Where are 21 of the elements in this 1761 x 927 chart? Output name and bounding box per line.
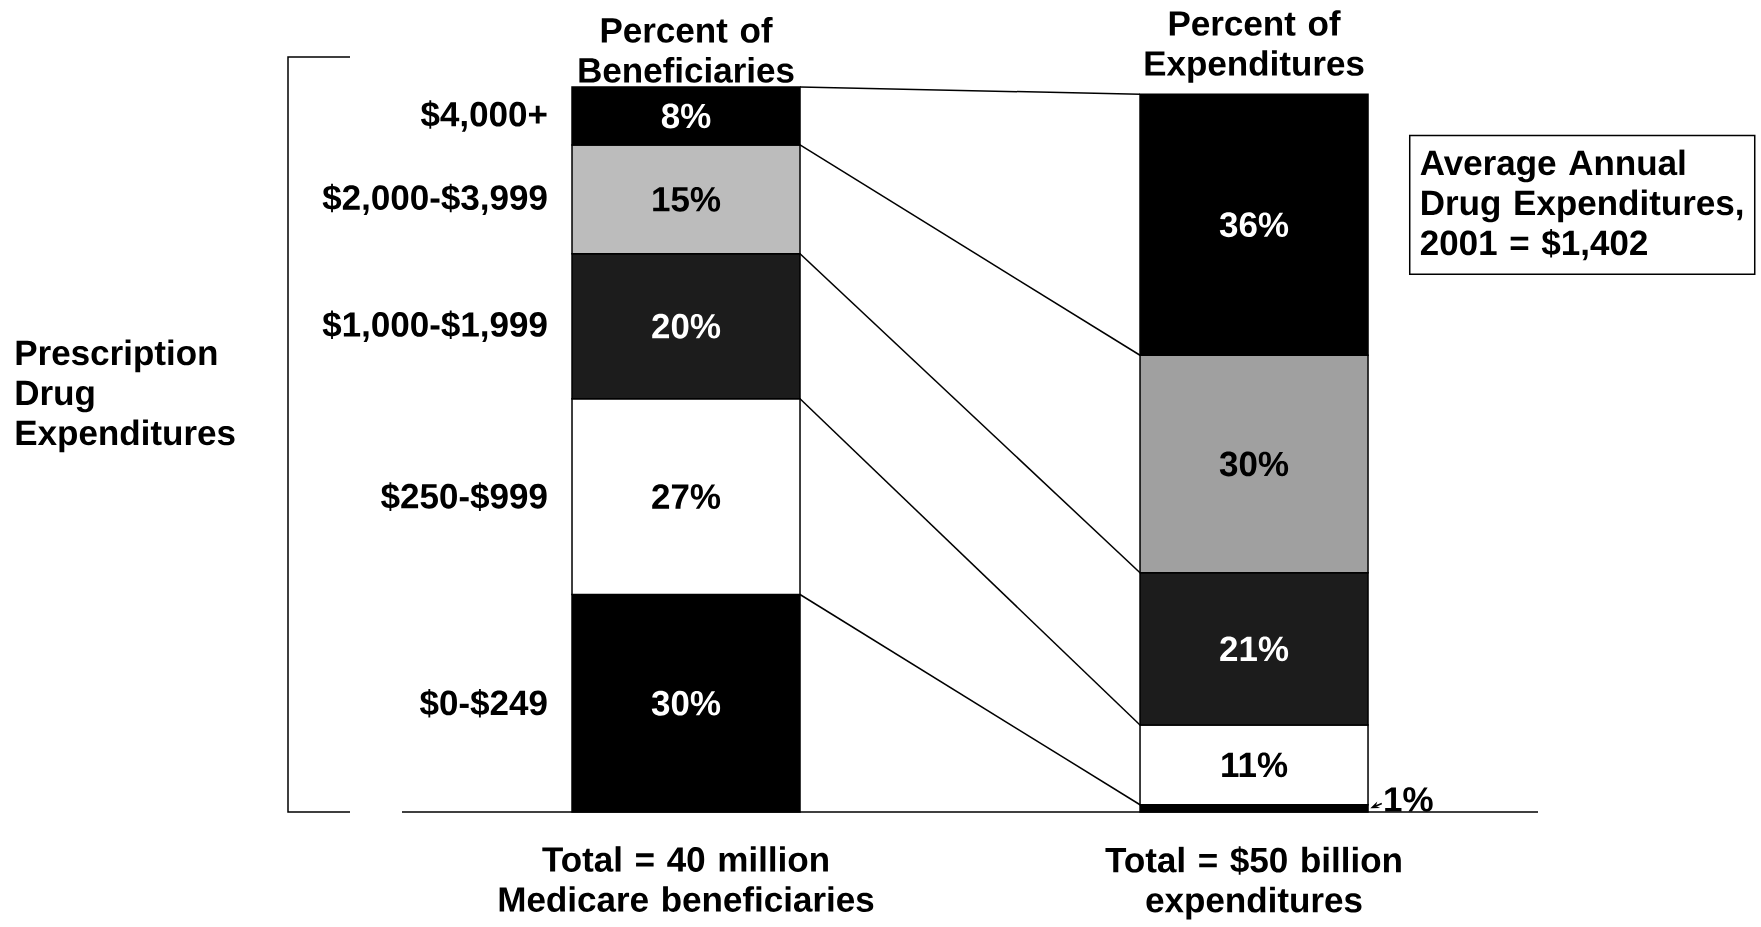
x-tick-label: Percent of Expenditures: [1145, 10, 1364, 83]
data-label: 1%: [1385, 787, 1433, 812]
annotation: Average Annual Drug Expenditures, 2001 = $1,402: [1420, 149, 1743, 261]
x-tick-label: Percent of Beneficiaries: [579, 17, 794, 83]
data-label: 11%: [1222, 752, 1288, 778]
series-label: $250-$999: [381, 482, 547, 511]
data-label: 36%: [1219, 212, 1289, 238]
text: Total = 40 million Medicare beneficiaries: [499, 846, 874, 912]
series-label: $4,000+: [420, 100, 547, 132]
data-label: 20%: [652, 313, 721, 339]
data-label: 30%: [1219, 451, 1289, 477]
series-label: $2,000-$3,999: [322, 183, 547, 216]
y-axis-title: Prescription Drug Expenditures: [16, 339, 235, 453]
text: Total = $50 billion expenditures: [1105, 846, 1401, 920]
data-label: 27%: [652, 484, 721, 509]
series-label: $1,000-$1,999: [322, 310, 547, 342]
data-label: 21%: [1220, 636, 1289, 662]
data-label: 30%: [651, 690, 721, 716]
series-label: $0-$249: [419, 688, 547, 718]
data-label: 8%: [661, 103, 711, 129]
data-label: 15%: [653, 187, 721, 212]
